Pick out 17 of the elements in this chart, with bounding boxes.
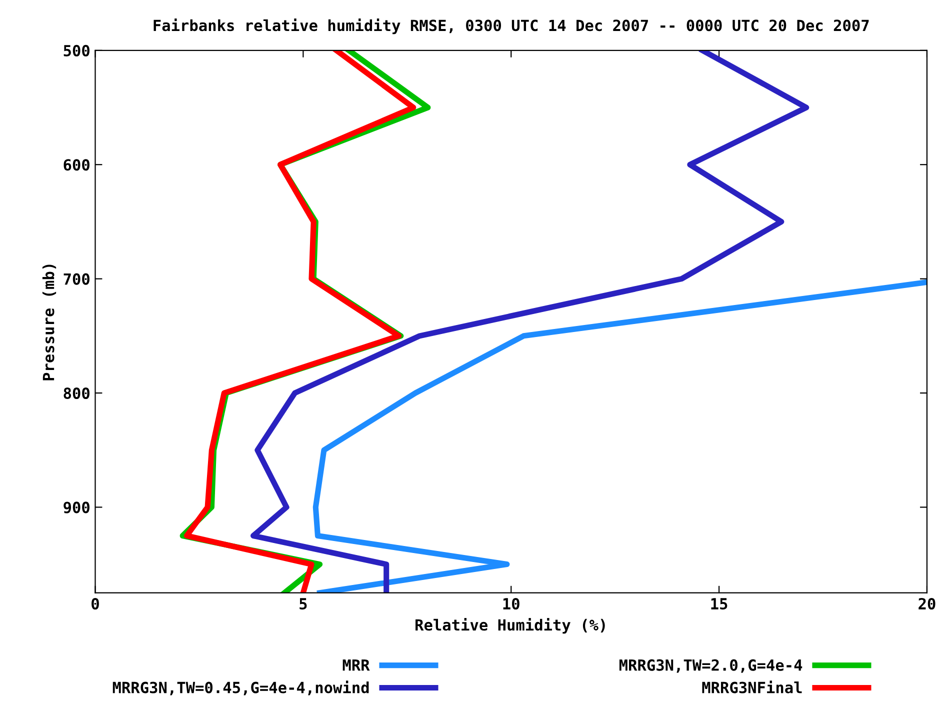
x-tick-label: 0 xyxy=(92,598,99,610)
x-tick-label: 10 xyxy=(503,598,520,610)
x-tick-label: 5 xyxy=(300,598,307,610)
y-tick-label: 600 xyxy=(64,159,90,171)
legend-label: MRR xyxy=(342,660,370,671)
y-axis-title: Pressure (mb) xyxy=(42,264,56,380)
x-tick-label: 20 xyxy=(918,598,936,610)
legend-label: MRRG3N,TW=0.45,G=4e-4,nowind xyxy=(112,680,369,696)
x-axis-title: Relative Humidity (%) xyxy=(416,618,605,634)
chart-title: Fairbanks relative humidity RMSE, 0300 UTC 14 Dec 2007 -- 0000 UTC 20 Dec 2007 xyxy=(154,18,869,34)
legend-label: MRRG3N,TW=2.0,G=4e-4 xyxy=(619,659,802,673)
y-tick-label: 500 xyxy=(64,44,90,56)
y-tick-label: 800 xyxy=(64,387,90,400)
legend-label: MRRG3NFinal xyxy=(702,680,802,694)
x-tick-label: 15 xyxy=(711,598,728,610)
y-tick-label: 900 xyxy=(64,502,90,514)
y-tick-label: 700 xyxy=(64,273,90,285)
